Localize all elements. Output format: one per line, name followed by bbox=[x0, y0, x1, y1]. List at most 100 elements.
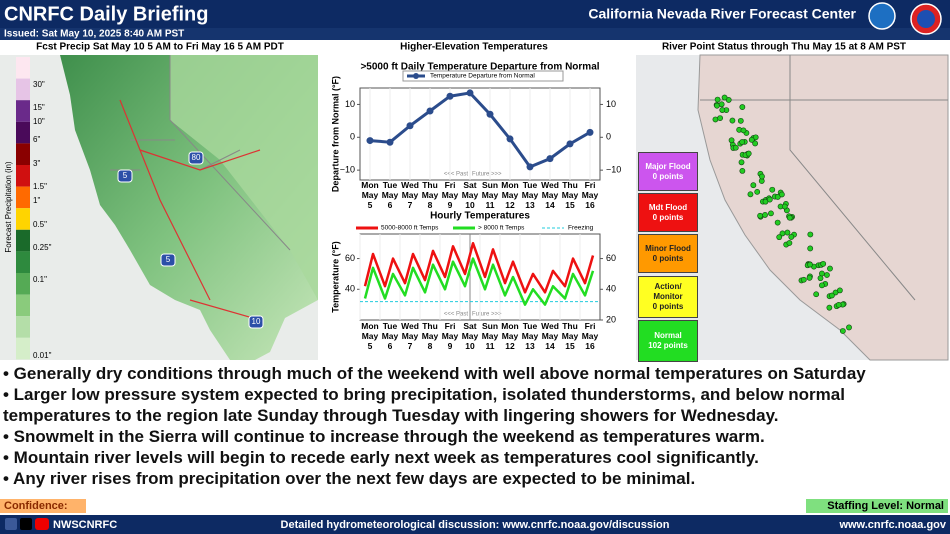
status-label: Minor Flood bbox=[645, 243, 691, 253]
legend-level: 10" bbox=[33, 117, 45, 126]
legend-band bbox=[16, 294, 30, 317]
panel-title: Higher-Elevation Temperatures bbox=[400, 42, 548, 53]
x-tick-label: Wed May 7 bbox=[401, 321, 419, 351]
river-point bbox=[762, 212, 768, 218]
river-point bbox=[757, 212, 763, 219]
precip-legend: 30" 15" 10" 6" 3" 1.5" 1" 0.5" 0.25" 0.1" 0.01" bbox=[16, 57, 52, 360]
discussion-link[interactable]: Detailed hydrometeorological discussion:… bbox=[281, 519, 670, 531]
river-point bbox=[729, 117, 736, 124]
y-tick-label: 60 bbox=[345, 253, 355, 263]
river-point bbox=[748, 136, 755, 143]
legend-band bbox=[16, 251, 30, 273]
staffing-box bbox=[806, 499, 948, 513]
river-point bbox=[807, 245, 814, 252]
bullet: • Generally dry conditions through much … bbox=[3, 364, 866, 383]
river-point bbox=[819, 270, 825, 277]
river-point bbox=[728, 137, 735, 144]
river-point bbox=[824, 272, 830, 278]
river-point bbox=[827, 265, 833, 272]
y-tick-label: −10 bbox=[340, 165, 355, 175]
series-line bbox=[363, 241, 595, 294]
status-count: 0 points bbox=[652, 171, 684, 181]
shield-label: 80 bbox=[192, 153, 201, 162]
point bbox=[446, 92, 454, 100]
x-tick-label: Fri May 9 bbox=[442, 321, 459, 351]
x-tick-label: Tue May 13 bbox=[522, 180, 539, 210]
legend-label: > 8000 ft Temps bbox=[478, 225, 525, 232]
issued: Issued: Sat May 10, 2025 8:40 AM PST bbox=[4, 29, 184, 40]
facebook-icon[interactable] bbox=[5, 518, 17, 530]
chart-title: Hourly Temperatures bbox=[430, 211, 530, 222]
legend-label: Temperature Departure from Normal bbox=[430, 73, 535, 80]
river-point bbox=[738, 159, 745, 166]
status-label: Action/ Monitor bbox=[653, 282, 683, 301]
river-point bbox=[750, 182, 757, 189]
nws-logo-inner bbox=[917, 10, 935, 28]
river-point bbox=[752, 140, 759, 147]
river-point bbox=[774, 219, 781, 226]
legend-level: 1" bbox=[33, 196, 40, 205]
legend-level: 0.25" bbox=[33, 243, 52, 252]
river-point bbox=[813, 291, 820, 298]
title: CNRFC Daily Briefing bbox=[4, 3, 208, 25]
river-point bbox=[714, 96, 721, 103]
x-tick-label: Wed May 7 bbox=[401, 180, 419, 210]
legend-level: 0.1" bbox=[33, 275, 47, 284]
river-point bbox=[717, 115, 723, 122]
legend-band bbox=[16, 273, 30, 295]
website[interactable]: www.cnrfc.noaa.gov bbox=[838, 519, 946, 531]
shield bbox=[188, 151, 204, 165]
x-icon[interactable] bbox=[20, 518, 32, 530]
river-point bbox=[786, 214, 793, 221]
river-point bbox=[807, 261, 813, 268]
youtube-icon[interactable] bbox=[35, 518, 49, 530]
status-label: Major Flood bbox=[645, 161, 691, 171]
x-tick-label: Thu May 15 bbox=[562, 180, 579, 210]
point bbox=[526, 163, 534, 171]
legend-level: 30" bbox=[33, 80, 45, 89]
chart-title: >5000 ft Daily Temperature Departure fro… bbox=[360, 62, 599, 73]
rivers-roads bbox=[119, 99, 261, 321]
x-tick-label: Sun May 11 bbox=[482, 180, 499, 210]
shield bbox=[117, 169, 133, 183]
river-point bbox=[778, 191, 785, 198]
river-borders bbox=[700, 55, 948, 301]
status-box: Normal 102 points bbox=[638, 320, 698, 362]
river-point bbox=[839, 328, 846, 334]
river-point bbox=[747, 191, 754, 198]
river-points bbox=[712, 94, 852, 334]
legend-box bbox=[402, 70, 564, 82]
x-tick-label: Thu May 8 bbox=[422, 180, 439, 210]
river-point bbox=[836, 287, 843, 294]
river-point bbox=[788, 234, 795, 240]
bullet: • Larger low pressure system expected to… bbox=[3, 385, 845, 425]
y2-tick-label: 20 bbox=[606, 314, 616, 324]
river-point bbox=[846, 324, 852, 331]
river-land bbox=[697, 54, 949, 361]
status-label: Mdt Flood bbox=[648, 202, 688, 212]
status-box: Mdt Flood 0 points bbox=[638, 193, 698, 232]
shield-label: 5 bbox=[166, 255, 171, 264]
river-point bbox=[718, 101, 725, 108]
river-point bbox=[745, 150, 752, 157]
legend-band bbox=[16, 165, 30, 187]
river-point bbox=[807, 231, 814, 238]
status-count: 0 points bbox=[652, 212, 684, 222]
status-box: Action/ Monitor 0 points bbox=[638, 276, 698, 318]
x-tick-label: Mon May 12 bbox=[501, 321, 518, 351]
river-point bbox=[759, 173, 765, 180]
issued-bar bbox=[0, 28, 950, 40]
handle: NWSCNRFC bbox=[53, 519, 117, 531]
legend-band bbox=[16, 121, 30, 144]
status-box: Major Flood 0 points bbox=[638, 152, 698, 191]
river-point bbox=[740, 127, 747, 134]
plot-frame bbox=[359, 87, 601, 181]
center-name: California Nevada River Forecast Center bbox=[588, 6, 856, 22]
series-line bbox=[369, 91, 591, 169]
legend-level: 0.5" bbox=[33, 220, 47, 229]
point bbox=[486, 110, 494, 118]
y-tick-label: 40 bbox=[345, 284, 355, 294]
point bbox=[506, 135, 514, 143]
noaa-logo bbox=[868, 2, 896, 30]
